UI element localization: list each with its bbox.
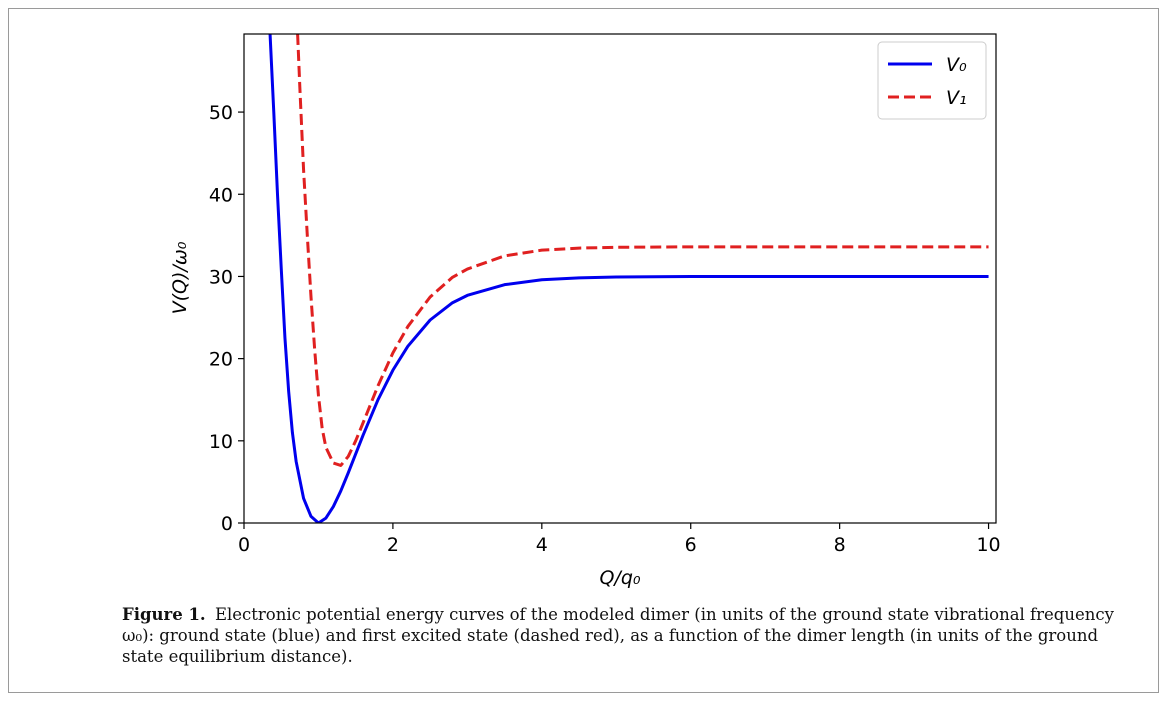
y-tick-label: 0 (221, 513, 233, 535)
legend-box (877, 41, 987, 120)
series-line-1 (296, 34, 989, 467)
series-line-0 (268, 34, 989, 523)
y-tick-label: 10 (209, 431, 233, 453)
x-axis-label: Q/q₀ (599, 567, 640, 589)
caption-label: Figure 1. (122, 605, 206, 624)
x-tick-label: 6 (685, 534, 697, 556)
x-tick-label: 4 (536, 534, 548, 556)
y-tick-label: 40 (209, 184, 233, 206)
legend: V₀ V₁ (877, 41, 987, 120)
figure-frame (8, 8, 1159, 693)
y-tick-label: 50 (209, 102, 233, 124)
figure-caption: Figure 1. Electronic potential energy cu… (122, 604, 1142, 667)
plot-layer (268, 34, 989, 523)
legend-label-v0: V₀ (946, 54, 967, 76)
y-axis-label: V(Q)/ω₀ (169, 241, 191, 314)
potential-energy-chart: 0 2 4 6 8 10 0 10 20 30 40 50 Q/q₀ V(Q)/ω₀ V₀ V₁ (169, 33, 1001, 589)
y-tick-label: 20 (209, 349, 233, 371)
x-tick-label: 8 (834, 534, 846, 556)
plot-area-border (243, 33, 997, 524)
y-tick-label: 30 (209, 266, 233, 288)
x-tick-label: 10 (976, 534, 1000, 556)
x-tick-label: 0 (238, 534, 250, 556)
caption-text: Electronic potential energy curves of th… (122, 605, 1114, 666)
ticks-layer: 0 2 4 6 8 10 0 10 20 30 40 50 (209, 102, 1001, 556)
x-tick-label: 2 (387, 534, 399, 556)
legend-label-v1: V₁ (946, 87, 967, 109)
